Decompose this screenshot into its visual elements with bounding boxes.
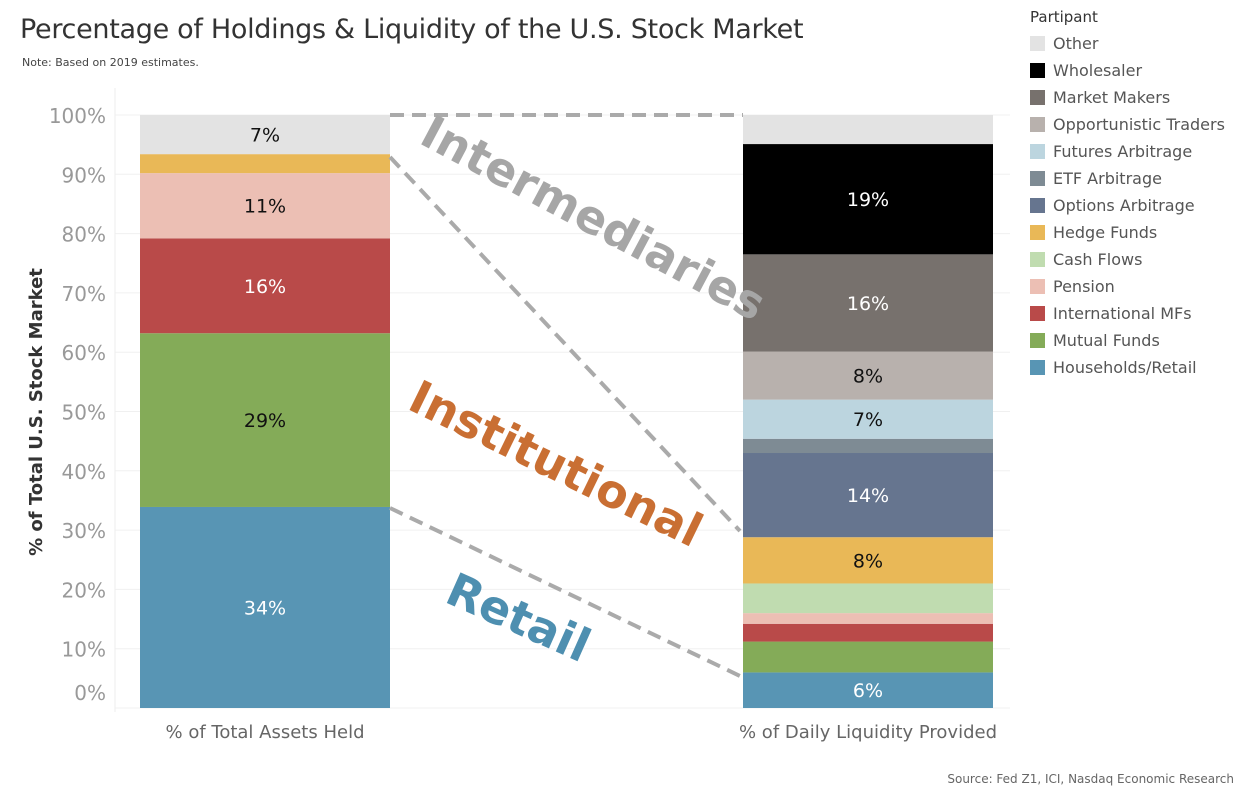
data-label: 34%: [244, 597, 286, 619]
legend-swatch: [1030, 333, 1045, 348]
y-tick-label: 0%: [74, 681, 106, 705]
bar-segment: [140, 154, 390, 174]
data-label: 29%: [244, 410, 286, 432]
legend: Partipant Other Wholesaler Market Makers Op…: [1030, 8, 1225, 381]
legend-item: Options Arbitrage: [1030, 192, 1225, 219]
legend-label: Market Makers: [1053, 88, 1171, 107]
data-label: 11%: [244, 196, 286, 218]
bar-segment: [743, 254, 993, 352]
bar-segment: [140, 333, 390, 507]
bar-segment: [743, 115, 993, 145]
data-label: 16%: [847, 293, 889, 315]
legend-label: Other: [1053, 34, 1099, 53]
bar-segment: [743, 453, 993, 538]
legend-swatch: [1030, 117, 1045, 132]
data-label: 7%: [853, 409, 883, 431]
legend-swatch: [1030, 63, 1045, 78]
legend-swatch: [1030, 198, 1045, 213]
x-tick-label: % of Daily Liquidity Provided: [739, 722, 997, 743]
y-tick-label: 100%: [49, 104, 106, 128]
legend-label: Mutual Funds: [1053, 331, 1160, 350]
legend-swatch: [1030, 360, 1045, 375]
y-tick-label: 60%: [62, 341, 106, 365]
legend-label: International MFs: [1053, 304, 1192, 323]
legend-item: ETF Arbitrage: [1030, 165, 1225, 192]
y-tick-label: 10%: [62, 638, 106, 662]
bar-segment: [743, 641, 993, 673]
legend-item: Cash Flows: [1030, 246, 1225, 273]
legend-item: Market Makers: [1030, 84, 1225, 111]
x-tick-label: % of Total Assets Held: [166, 722, 365, 743]
legend-item: Mutual Funds: [1030, 327, 1225, 354]
legend-label: Hedge Funds: [1053, 223, 1158, 242]
bar-segment: [743, 623, 993, 642]
legend-item: Households/Retail: [1030, 354, 1225, 381]
legend-label: Cash Flows: [1053, 250, 1143, 269]
chart-title: Percentage of Holdings & Liquidity of th…: [20, 14, 804, 45]
legend-item: International MFs: [1030, 300, 1225, 327]
bar-segment: [743, 613, 993, 624]
legend-swatch: [1030, 36, 1045, 51]
y-tick-label: 50%: [62, 401, 106, 425]
legend-title: Partipant: [1030, 8, 1098, 26]
chart-subtitle: Note: Based on 2019 estimates.: [22, 56, 199, 69]
y-axis-label: % of Total U.S. Stock Market: [26, 268, 47, 556]
data-label: 14%: [847, 485, 889, 507]
legend-swatch: [1030, 144, 1045, 159]
bar-segment: [140, 238, 390, 334]
data-label: 7%: [250, 125, 280, 147]
legend-label: Households/Retail: [1053, 358, 1197, 377]
data-label: 8%: [853, 366, 883, 388]
legend-item: Pension: [1030, 273, 1225, 300]
y-tick-label: 70%: [62, 282, 106, 306]
annotation-intermediaries: Intermediaries: [412, 104, 774, 331]
legend-swatch: [1030, 90, 1045, 105]
source-note: Source: Fed Z1, ICI, Nasdaq Economic Res…: [947, 772, 1234, 786]
legend-label: Opportunistic Traders: [1053, 115, 1225, 134]
legend-swatch: [1030, 252, 1045, 267]
y-tick-label: 30%: [62, 519, 106, 543]
legend-swatch: [1030, 306, 1045, 321]
legend-label: Futures Arbitrage: [1053, 142, 1193, 161]
bar-segment: [743, 583, 993, 614]
bar-segment: [743, 399, 993, 439]
legend-swatch: [1030, 171, 1045, 186]
legend-item: Opportunistic Traders: [1030, 111, 1225, 138]
bar-segment: [743, 144, 993, 255]
y-tick-label: 20%: [62, 578, 106, 602]
annotation-retail: Retail: [438, 562, 598, 673]
legend-swatch: [1030, 279, 1045, 294]
bar-segment: [140, 506, 390, 708]
legend-label: Pension: [1053, 277, 1115, 296]
bar-segment: [743, 351, 993, 400]
bar-segment: [140, 115, 390, 155]
legend-item: Hedge Funds: [1030, 219, 1225, 246]
bar-segment: [140, 173, 390, 239]
legend-label: Options Arbitrage: [1053, 196, 1195, 215]
connector-line: [388, 155, 742, 533]
data-label: 8%: [853, 550, 883, 572]
legend-label: ETF Arbitrage: [1053, 169, 1162, 188]
legend-item: Futures Arbitrage: [1030, 138, 1225, 165]
data-label: 19%: [847, 189, 889, 211]
legend-swatch: [1030, 225, 1045, 240]
legend-item: Wholesaler: [1030, 57, 1225, 84]
data-label: 6%: [853, 680, 883, 702]
bar-segment: [743, 537, 993, 584]
annotation-institutional: Institutional: [401, 370, 711, 558]
legend-label: Wholesaler: [1053, 61, 1143, 80]
y-tick-label: 40%: [62, 460, 106, 484]
legend-item: Other: [1030, 30, 1225, 57]
bar-segment: [743, 438, 993, 454]
data-label: 16%: [244, 276, 286, 298]
y-tick-label: 90%: [62, 163, 106, 187]
y-tick-label: 80%: [62, 223, 106, 247]
bar-segment: [743, 672, 993, 708]
